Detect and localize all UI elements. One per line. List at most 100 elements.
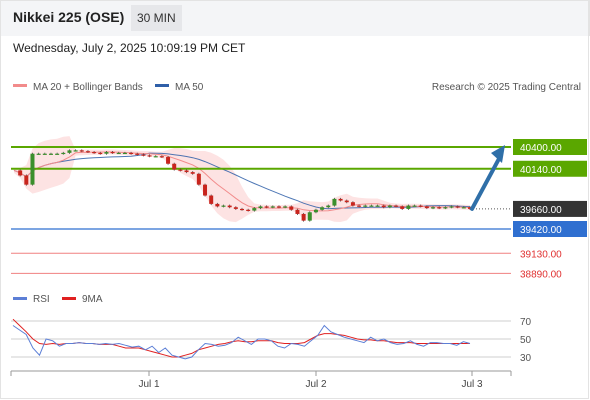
rsi-level-label: 50 [520,335,532,346]
candle-body [24,175,29,185]
candle-body [455,206,460,208]
x-tick-label: Jul 3 [461,379,483,390]
candle-body [468,207,472,209]
candle-body [116,152,121,155]
candle-body [203,184,208,196]
candle-body [159,156,164,158]
candle-body [332,198,337,206]
candle-body [141,154,146,156]
candle-body [449,206,454,208]
candle-body [190,172,195,174]
candle-body [178,169,183,171]
rsi-legend-label: RSI [33,294,50,305]
candle-body [196,173,201,185]
candle-body [381,205,386,208]
rsi-legend-swatch [13,297,27,300]
candle-body [400,206,405,209]
candle-body [104,152,109,154]
candle-body [240,208,244,211]
timeframe-button[interactable]: 30 MIN [131,5,182,31]
candle-body [461,207,466,209]
candle-body [338,198,343,201]
candle-body [307,212,312,221]
candle-body [67,150,72,153]
candle-body [320,207,325,210]
candle-body [406,205,411,209]
candle-body [184,170,189,173]
candle-body [98,152,103,155]
instrument-title: Nikkei 225 (OSE) [13,9,125,25]
candle-body [18,170,23,176]
price-levels: 40400.00 40140.00 39660.00 39420.00 39130.00… [11,139,587,280]
ma50-legend-swatch [155,84,169,87]
rsi-level-label: 30 [520,353,532,364]
timestamp: Wednesday, July 2, 2025 10:09:19 PM CET [13,41,246,55]
candle-body [30,153,35,185]
candle-body [418,205,423,207]
candle-body [369,205,374,207]
bollinger-band-area [14,136,470,223]
last-price-tag [513,200,587,217]
candle-body [79,150,84,152]
candle-body [258,206,263,209]
x-tick-label: Jul 1 [138,379,160,390]
candle-body [135,153,140,155]
candle-body [289,206,294,210]
candle-body [387,205,392,208]
candle-body [209,195,214,204]
ma9-legend-swatch [62,297,76,300]
candle-body [276,206,281,208]
rsi-line [12,324,471,360]
candle-body [73,150,78,152]
resistance-tag [513,139,587,155]
candle-body [42,153,47,155]
candle-body [443,207,448,209]
candle-body [36,153,41,155]
ma9-legend-label: 9MA [82,294,103,305]
bollinger-band [14,136,470,223]
candle-body [326,205,331,208]
ma20-legend-label: MA 20 + Bollinger Bands [33,82,143,93]
candle-body [424,206,429,209]
candle-body [153,156,158,158]
rsi-panel: 70 50 30 [11,317,532,364]
candle-body [431,207,436,209]
resistance-tag [513,160,587,177]
header-bar: Nikkei 225 (OSE) 30 MIN [0,0,590,36]
ma50-line [13,152,471,210]
watermark: Research © 2025 Trading Central [432,82,581,93]
x-tick-label: Jul 2 [305,379,327,390]
candle-body [227,205,232,208]
rsi-level-label: 70 [520,317,532,328]
resistance-tag-label: 40140.00 [520,165,562,176]
candle-body [166,157,171,164]
resistance-tag-label: 40400.00 [520,143,562,154]
candle-body [48,153,53,155]
ma9-line [12,318,470,358]
candle-body [344,200,349,203]
ma50-legend-label: MA 50 [175,82,204,93]
candle-body [221,205,226,207]
candle-body [412,205,417,207]
moving-averages [13,151,471,212]
candle-body [110,152,115,154]
ma20-legend-swatch [13,84,27,87]
last-price-label: 39660.00 [520,205,562,216]
candle-body [283,206,288,208]
candle-body [375,205,380,207]
candle-body [215,203,220,207]
target-label: 38890.00 [520,269,562,280]
x-ticks: Jul 1 Jul 2 Jul 3 [138,371,483,390]
candle-body [55,153,60,155]
candle-body [172,163,177,170]
candle-body [246,209,251,211]
candles [18,149,472,222]
candle-body [363,205,368,207]
candle-body [85,151,90,153]
candle-body [233,207,238,209]
candle-body [92,152,97,154]
candle-body [350,202,355,206]
candle-body [129,152,134,155]
candle-body [394,205,399,207]
